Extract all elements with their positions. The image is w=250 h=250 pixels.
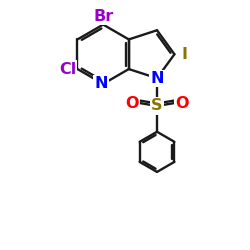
Text: I: I (182, 47, 188, 62)
Text: Cl: Cl (59, 62, 76, 76)
Text: N: N (150, 71, 164, 86)
Text: S: S (151, 98, 163, 114)
Text: N: N (94, 76, 108, 92)
Text: O: O (176, 96, 189, 110)
Text: O: O (125, 96, 138, 110)
Text: Br: Br (93, 9, 113, 24)
